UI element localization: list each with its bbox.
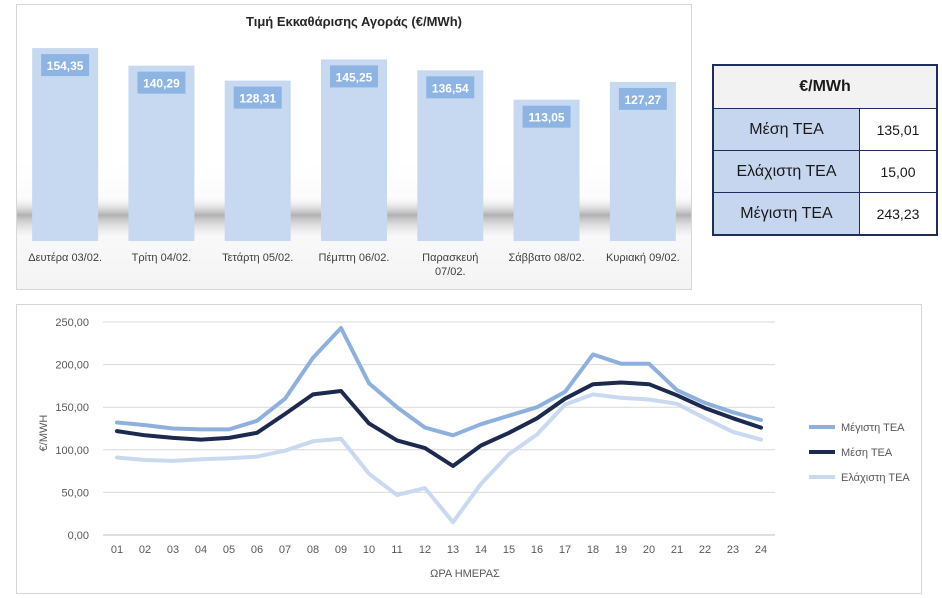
x-tick-label: 21 xyxy=(671,544,683,556)
stats-header-row: €/MWh xyxy=(712,64,938,109)
x-tick-label: 20 xyxy=(643,544,655,556)
y-tick-label: 50,00 xyxy=(61,487,89,499)
stats-label-mean: Μέση ΤΕΑ xyxy=(712,108,860,151)
bar-value-label: 145,25 xyxy=(336,70,373,84)
bar xyxy=(321,59,387,241)
x-tick-label: 03 xyxy=(167,544,179,556)
x-tick-label: 07 xyxy=(279,544,291,556)
stats-row-max: Μέγιστη ΤΕΑ 243,23 xyxy=(712,192,938,236)
stats-value-min: 15,00 xyxy=(858,150,938,193)
y-tick-label: 200,00 xyxy=(55,360,89,372)
category-label: Τετάρτη 05/02. xyxy=(222,252,293,264)
y-axis-label: €/MWH xyxy=(38,415,50,452)
x-tick-label: 02 xyxy=(139,544,151,556)
hourly-price-chart: 0,00 50,00 100,00 150,00 200,00 250,00 01 02 03 0… xyxy=(16,304,922,594)
y-tick-label: 250,00 xyxy=(55,317,89,329)
x-tick-label: 04 xyxy=(195,544,207,556)
stats-label-min: Ελάχιστη ΤΕΑ xyxy=(712,150,860,193)
bar-value-label-box xyxy=(330,65,378,88)
legend-label: Μέση ΤΕΑ xyxy=(841,447,893,459)
bar-value-label-box xyxy=(522,105,571,128)
x-tick-label: 17 xyxy=(559,544,571,556)
stats-row-min: Ελάχιστη ΤΕΑ 15,00 xyxy=(712,150,938,193)
bar-value-label: 127,27 xyxy=(625,93,662,107)
x-tick-label: 15 xyxy=(503,544,515,556)
category-label: Σάββατο 08/02. xyxy=(509,252,585,264)
category-label: Κυριακή 09/02. xyxy=(606,252,680,264)
y-tick-label: 100,00 xyxy=(55,445,89,457)
x-tick-label: 08 xyxy=(307,544,319,556)
stats-value-mean: 135,01 xyxy=(858,108,938,151)
y-tick-label: 0,00 xyxy=(68,530,89,542)
bar-value-label-box xyxy=(233,86,282,109)
daily-price-chart: Τιμή Εκκαθάρισης Αγοράς (€/MWh) 154,35 Δε… xyxy=(16,4,692,290)
bar-value-label: 128,31 xyxy=(239,92,276,106)
bar-value-label-box xyxy=(137,71,186,94)
series-line xyxy=(115,326,763,438)
x-tick-label: 09 xyxy=(335,544,347,556)
x-tick-label: 05 xyxy=(223,544,235,556)
x-tick-label: 13 xyxy=(447,544,459,556)
bar-value-label-box xyxy=(41,54,90,77)
x-tick-label: 22 xyxy=(699,544,711,556)
bar-value-label-box xyxy=(618,87,667,110)
bar-value-label: 140,29 xyxy=(143,77,180,91)
bar-value-label-box xyxy=(426,76,475,99)
y-tick-label: 150,00 xyxy=(55,402,89,414)
bar xyxy=(128,65,195,241)
category-label: Παρασκευή xyxy=(422,252,478,264)
x-tick-label: 14 xyxy=(475,544,487,556)
x-tick-label: 16 xyxy=(531,544,543,556)
x-tick-label: 06 xyxy=(251,544,263,556)
x-tick-label: 01 xyxy=(111,544,123,556)
bar-value-label: 113,05 xyxy=(529,111,565,125)
hourly-price-chart-svg: 0,00 50,00 100,00 150,00 200,00 250,00 01 02 03 0… xyxy=(38,317,910,580)
x-tick-label: 10 xyxy=(363,544,375,556)
legend-label: Μέγιστη ΤΕΑ xyxy=(841,422,905,434)
stats-header: €/MWh xyxy=(712,64,938,109)
bar-chart-title: Τιμή Εκκαθάρισης Αγοράς (€/MWh) xyxy=(246,14,462,29)
series-line xyxy=(115,380,763,468)
bar-value-label: 154,35 xyxy=(47,59,84,73)
bar xyxy=(417,70,484,241)
x-tick-label: 23 xyxy=(727,544,739,556)
category-label: Πέμπτη 06/02. xyxy=(319,252,390,264)
stats-table: €/MWh Μέση ΤΕΑ 135,01 Ελάχιστη ΤΕΑ 15,00… xyxy=(712,64,938,236)
series-line xyxy=(115,392,763,525)
stats-row-mean: Μέση ΤΕΑ 135,01 xyxy=(712,108,938,151)
x-tick-label: 11 xyxy=(391,544,402,556)
x-tick-label: 24 xyxy=(755,544,767,556)
stats-label-max: Μέγιστη ΤΕΑ xyxy=(712,192,860,236)
stats-value-max: 243,23 xyxy=(858,192,938,236)
category-label: Δευτέρα 03/02. xyxy=(28,252,102,264)
x-axis-label: ΩΡΑ ΗΜΕΡΑΣ xyxy=(430,568,500,580)
daily-price-chart-svg: Τιμή Εκκαθάρισης Αγοράς (€/MWh) 154,35 Δε… xyxy=(17,14,691,278)
bar xyxy=(32,48,99,241)
x-tick-label: 19 xyxy=(615,544,627,556)
category-label: Τρίτη 04/02. xyxy=(132,252,192,264)
legend-label: Ελάχιστη ΤΕΑ xyxy=(841,472,910,484)
bar-value-label: 136,54 xyxy=(432,81,469,95)
x-tick-label: 18 xyxy=(587,544,599,556)
category-label: 07/02. xyxy=(435,266,466,278)
x-tick-label: 12 xyxy=(419,544,431,556)
